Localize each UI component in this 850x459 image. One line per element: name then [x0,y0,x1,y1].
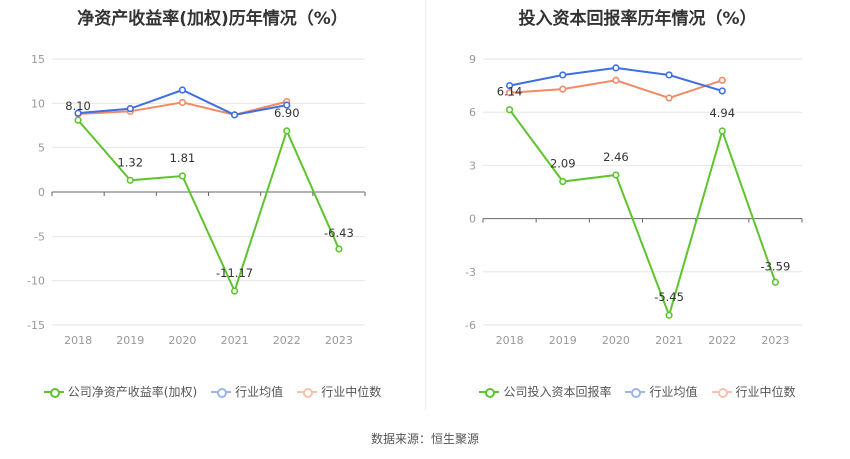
legend-item-industry-mean-2[interactable]: 行业均值 [625,383,698,400]
legend-swatch-company-roe [43,387,64,398]
series-point-1 [178,86,187,94]
series-point-0 [74,116,82,124]
data-label: 6.14 [497,85,523,99]
roe-chart-plot: 15 10 5 0 -5 -10 -15 2018 2019 2020 2021 2022 2023 8.… [27,53,366,347]
series-point-2 [178,98,187,107]
legend-label-company-roe: 公司净资产收益率(加权) [67,385,198,399]
data-label: 4.94 [709,106,735,120]
series-point-1 [665,71,673,79]
panel-divider [425,0,426,410]
legend-label-industry-median: 行业中位数 [321,385,382,399]
roic-chart-legend: 公司投入资本回报率 行业均值 行业中位数 [425,383,850,400]
data-label: 6.90 [274,106,300,120]
legend-swatch-industry-mean [211,387,232,398]
x-tick-label: 2023 [325,334,353,347]
legend-label-industry-mean-2: 行业均值 [649,385,698,399]
data-label: 1.32 [117,155,143,169]
series-point-0 [178,172,187,180]
legend-item-company-roe[interactable]: 公司净资产收益率(加权) [43,383,198,400]
series-point-0 [230,287,239,295]
x-tick-label: 2021 [221,334,249,347]
y-tick-label: -6 [465,319,476,332]
series-point-1 [74,109,82,117]
legend-label-company-roic: 公司投入资本回报率 [503,385,612,399]
legend-swatch-industry-median-2 [711,387,732,398]
series-point-0 [559,177,567,186]
series-point-0 [718,127,726,135]
y-tick-label: 0 [38,186,45,199]
series-point-2 [718,76,726,84]
series-point-2 [559,85,567,93]
legend-swatch-industry-mean-2 [625,387,646,398]
roic-chart-title: 投入资本回报率历年情况（%） [518,9,757,29]
x-tick-label: 2018 [496,334,524,347]
data-label: -3.59 [761,259,791,273]
legend-item-industry-median-2[interactable]: 行业中位数 [711,383,796,400]
legend-item-industry-mean[interactable]: 行业均值 [211,383,283,400]
series-point-2 [505,89,514,97]
series-point-0 [665,311,673,319]
y-tick-label: 5 [38,142,45,155]
series-point-1 [230,111,239,119]
roic-chart-plot: 9 6 3 0 -3 -6 2018 2019 2020 2021 2022 2023 6.14 2.09… [465,53,803,347]
series-point-0 [283,127,291,135]
legend-item-company-roic[interactable]: 公司投入资本回报率 [479,383,611,400]
y-tick-label: 10 [31,97,45,110]
data-label: 2.46 [603,150,629,164]
data-label: -11.17 [216,266,253,280]
y-tick-label: -10 [27,275,45,288]
y-tick-label: -3 [465,266,476,279]
roic-chart-panel: 投入资本回报率历年情况（%） 9 6 3 0 -3 -6 2018 2019 2020 2021 2… [425,0,850,420]
data-label: 2.09 [550,157,576,171]
x-tick-label: 2018 [64,334,92,347]
x-tick-label: 2019 [549,334,577,347]
y-tick-label: -15 [27,319,45,332]
y-tick-label: 3 [469,159,476,172]
y-tick-label: 0 [469,213,476,226]
data-label: -6.43 [324,226,354,240]
x-tick-label: 2020 [602,334,630,347]
series-point-1 [505,81,514,90]
roe-chart-panel: 净资产收益率(加权)历年情况（%） 15 10 5 0 -5 -10 -15 2018 2019… [0,0,425,420]
series-point-1 [126,105,134,113]
series-line-0 [508,109,777,319]
legend-label-industry-mean: 行业均值 [235,385,284,399]
y-tick-label: -5 [34,230,45,243]
series-point-0 [771,278,780,286]
y-tick-label: 15 [31,53,45,66]
series-point-0 [505,106,514,114]
x-tick-label: 2023 [761,334,789,347]
roe-chart-legend: 公司净资产收益率(加权) 行业均值 行业中位数 [0,383,425,400]
x-tick-label: 2021 [655,334,683,347]
series-point-1 [718,87,726,95]
y-tick-label: 9 [469,53,476,66]
series-point-1 [612,64,620,72]
series-point-0 [335,245,343,253]
data-label: 1.81 [170,151,196,165]
data-label: -5.45 [654,290,684,304]
y-tick-label: 6 [469,106,476,119]
series-point-1 [559,71,567,79]
series-point-0 [612,171,620,179]
x-tick-label: 2022 [708,334,736,347]
roe-chart-title: 净资产收益率(加权)历年情况（%） [77,9,348,29]
x-tick-label: 2019 [116,334,144,347]
x-tick-label: 2020 [168,334,196,347]
series-point-2 [665,94,673,102]
legend-label-industry-median-2: 行业中位数 [735,385,796,399]
series-point-1 [283,101,291,109]
data-source-note: 数据来源：恒生聚源 [370,432,479,446]
x-tick-label: 2022 [273,334,301,347]
series-line-0 [77,119,340,294]
legend-swatch-company-roic [479,387,500,398]
legend-item-industry-median[interactable]: 行业中位数 [297,383,381,400]
series-point-0 [126,176,134,184]
data-label: 8.10 [65,99,91,113]
series-point-2 [612,76,620,84]
legend-swatch-industry-median [297,387,318,398]
